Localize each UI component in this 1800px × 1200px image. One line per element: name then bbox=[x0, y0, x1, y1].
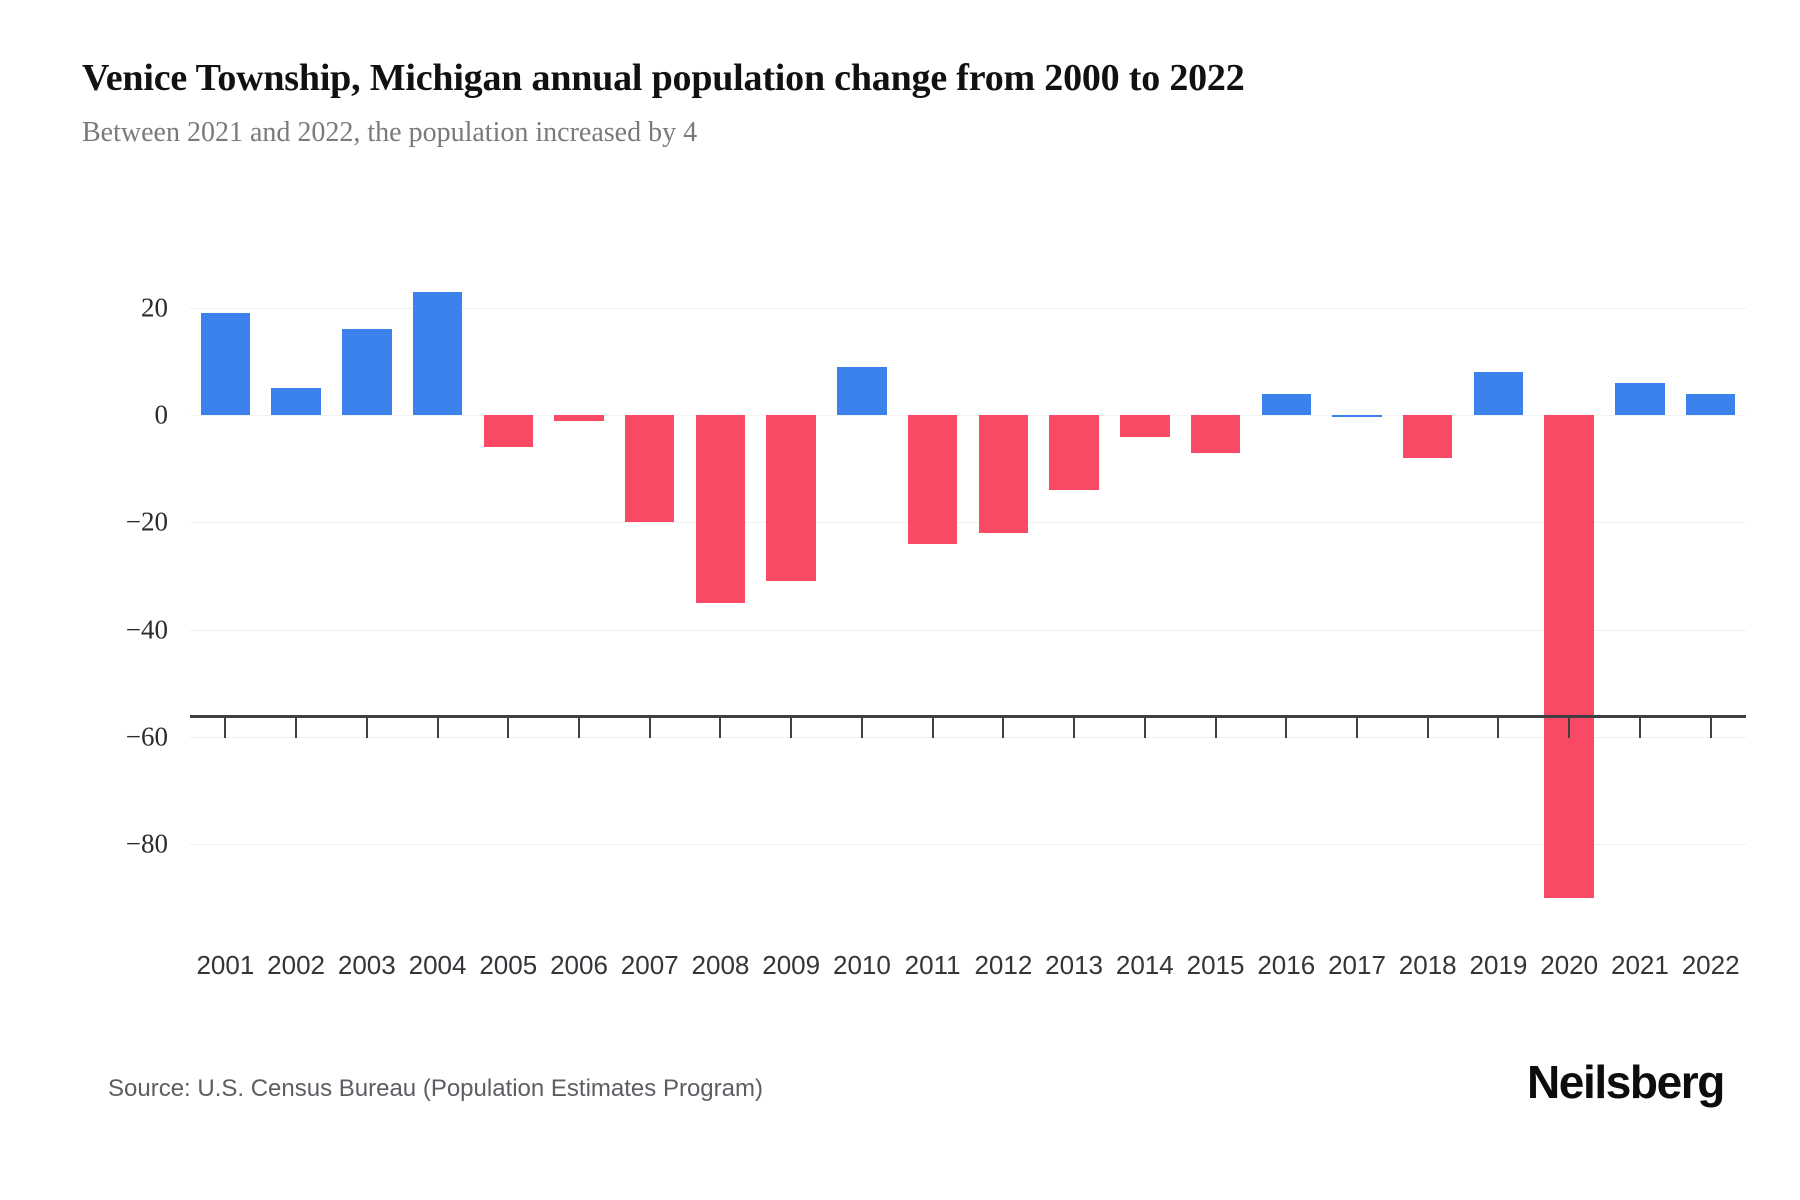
x-axis-tick bbox=[1214, 718, 1217, 738]
x-axis-tick-label: 2004 bbox=[408, 950, 467, 980]
y-axis-tick-label: 0 bbox=[154, 399, 169, 430]
x-axis-tick-label: 2005 bbox=[479, 950, 538, 980]
bar-2010[interactable] bbox=[837, 366, 887, 416]
gridline bbox=[190, 522, 1746, 524]
bar-2014[interactable] bbox=[1120, 415, 1170, 437]
bar-2021[interactable] bbox=[1615, 382, 1665, 416]
y-axis-tick-label: −20 bbox=[125, 506, 168, 537]
bar-2017[interactable] bbox=[1332, 415, 1382, 418]
bar-2006[interactable] bbox=[554, 415, 604, 421]
gridline bbox=[190, 629, 1746, 631]
x-axis-tick bbox=[1709, 718, 1712, 738]
y-axis-tick-label: 20 bbox=[141, 292, 168, 323]
x-axis-tick-label: 2001 bbox=[196, 950, 255, 980]
x-axis-tick-label: 2011 bbox=[904, 950, 961, 980]
x-axis-tick-label: 2016 bbox=[1257, 950, 1316, 980]
y-axis-tick-label: −80 bbox=[125, 828, 168, 859]
page-title: Venice Township, Michigan annual populat… bbox=[82, 57, 1245, 99]
bar-2002[interactable] bbox=[271, 388, 321, 416]
x-axis-tick bbox=[719, 718, 722, 738]
source-note: Source: U.S. Census Bureau (Population E… bbox=[108, 1075, 763, 1102]
bars-group bbox=[190, 265, 1746, 930]
x-axis-ticks bbox=[190, 718, 1746, 740]
gridline bbox=[190, 844, 1746, 846]
gridlines-group: 20 0 −20 −40 −60 −80 bbox=[126, 265, 1746, 930]
x-axis-tick bbox=[578, 718, 580, 738]
y-axis-tick-label: −40 bbox=[125, 614, 168, 645]
x-axis-tick bbox=[1002, 718, 1005, 738]
x-axis-tick bbox=[365, 718, 368, 738]
chart-header: Venice Township, Michigan annual populat… bbox=[82, 55, 1722, 151]
brand-logo: Neilsberg bbox=[1526, 1056, 1725, 1108]
x-axis-tick bbox=[1568, 718, 1571, 738]
x-axis-tick bbox=[860, 718, 863, 738]
x-axis-tick-label: 2019 bbox=[1469, 950, 1528, 980]
x-axis-tick-label: 2008 bbox=[691, 950, 750, 980]
x-axis-tick-label: 2013 bbox=[1045, 950, 1103, 980]
x-axis-tick bbox=[1285, 718, 1288, 738]
x-axis-tick bbox=[224, 718, 227, 738]
chart-canvas: 20 0 −20 −40 −60 −80 bbox=[126, 265, 1746, 930]
x-axis-tick bbox=[1638, 718, 1641, 738]
x-axis-tick-label: 2003 bbox=[337, 950, 396, 980]
bar-2001[interactable] bbox=[200, 313, 251, 416]
x-axis-tick bbox=[1143, 718, 1146, 738]
gridline bbox=[190, 415, 1746, 417]
x-axis-tick-label: 2022 bbox=[1681, 950, 1740, 980]
x-axis-labels: 2001 2002 2003 2004 2005 2006 2007 2008 2009 2010… bbox=[190, 950, 1746, 990]
bar-2004[interactable] bbox=[412, 291, 463, 416]
x-axis-tick bbox=[295, 718, 298, 738]
bar-2003[interactable] bbox=[342, 329, 392, 416]
x-axis-tick-label: 2018 bbox=[1398, 950, 1457, 980]
x-axis-tick-label: 2009 bbox=[762, 950, 821, 980]
bar-2008[interactable] bbox=[695, 415, 746, 603]
x-axis-tick bbox=[790, 718, 793, 738]
chart-plot-area: 20 0 −20 −40 −60 −80 bbox=[0, 240, 1800, 980]
x-axis-tick-label: 2014 bbox=[1115, 950, 1174, 980]
x-axis-tick-label: 2012 bbox=[974, 950, 1033, 980]
y-axis-tick-label: −60 bbox=[125, 721, 168, 752]
x-axis-tick-label: 2006 bbox=[550, 950, 608, 980]
x-axis-tick-label: 2017 bbox=[1328, 950, 1386, 980]
x-axis-tick bbox=[648, 718, 651, 738]
bar-2015[interactable] bbox=[1190, 415, 1241, 453]
bar-2012[interactable] bbox=[978, 415, 1029, 534]
x-axis-tick-label: 2002 bbox=[267, 950, 325, 980]
bar-2013[interactable] bbox=[1049, 415, 1099, 491]
bar-2018[interactable] bbox=[1402, 415, 1453, 459]
x-axis-tick bbox=[1497, 718, 1500, 738]
gridline bbox=[190, 736, 1746, 738]
bar-2007[interactable] bbox=[624, 415, 675, 523]
x-axis-tick bbox=[1426, 718, 1429, 738]
bar-2011[interactable] bbox=[907, 415, 958, 544]
x-axis-tick-label: 2007 bbox=[620, 950, 679, 980]
x-axis-tick bbox=[436, 718, 439, 738]
bar-2016[interactable] bbox=[1261, 393, 1312, 416]
x-axis-tick bbox=[931, 718, 934, 738]
x-axis-tick bbox=[1356, 718, 1358, 738]
x-axis-line bbox=[190, 715, 1746, 718]
bar-2019[interactable] bbox=[1473, 372, 1524, 416]
x-axis-tick bbox=[507, 718, 510, 738]
bar-2009[interactable] bbox=[766, 415, 816, 582]
bar-2020[interactable] bbox=[1544, 415, 1594, 898]
x-axis-tick-label: 2015 bbox=[1186, 950, 1245, 980]
bar-2005[interactable] bbox=[483, 415, 534, 448]
bar-2022[interactable] bbox=[1685, 393, 1736, 416]
x-axis-tick-label: 2020 bbox=[1540, 950, 1599, 980]
x-axis-tick bbox=[1073, 718, 1076, 738]
x-axis-tick-label: 2010 bbox=[832, 950, 891, 980]
gridline bbox=[190, 307, 1746, 309]
chart-subtitle: Between 2021 and 2022, the population in… bbox=[82, 117, 698, 148]
x-axis-tick-label: 2021 bbox=[1610, 950, 1669, 980]
